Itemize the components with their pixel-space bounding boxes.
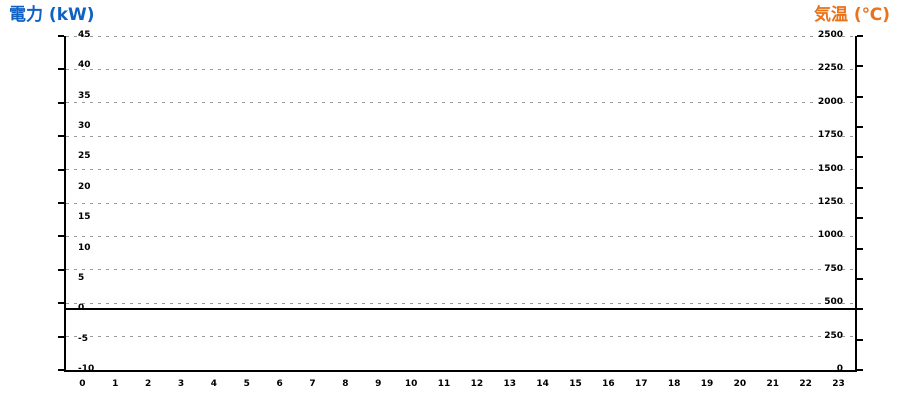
gridline [66, 135, 855, 137]
left-tick [58, 335, 64, 338]
x-axis-tick-label: 9 [375, 379, 382, 389]
right-tick [857, 369, 863, 371]
right-axis-tick-label: 30 [78, 121, 91, 132]
left-axis-tick-label: 2500 [817, 30, 843, 40]
x-axis-labels: 0 1 2 3 4 5 6 7 8 9 10 11 12 13 14 15 16 17 18 19 20 21 22 23 [66, 372, 855, 396]
gridline [66, 235, 855, 237]
left-axis-tick-label: 1000 [817, 230, 843, 241]
left-axis-tick-label: 500 [824, 297, 843, 308]
gridline [66, 269, 855, 271]
left-tick [58, 202, 64, 204]
left-tick [58, 369, 64, 371]
x-axis-tick-label: 2 [145, 379, 152, 389]
right-tick [857, 247, 863, 250]
gridline [66, 68, 855, 70]
right-tick [857, 277, 863, 280]
right-tick [857, 35, 863, 37]
left-axis-tick-label: 1500 [817, 163, 843, 174]
gridline [66, 102, 855, 104]
right-axis-tick-label: 20 [78, 181, 91, 192]
left-axis-title: 電力 (kW) [9, 5, 95, 25]
x-axis-tick-label: 20 [733, 379, 747, 389]
x-axis-tick-label: 18 [667, 379, 681, 389]
x-axis-tick-label: 10 [404, 379, 418, 389]
right-tick [857, 338, 863, 341]
x-axis-tick-label: 7 [309, 379, 316, 389]
right-axis-tick-label: 35 [78, 90, 91, 101]
x-axis-tick-label: 13 [503, 379, 517, 389]
right-tick [857, 95, 863, 98]
left-tick [58, 168, 64, 171]
left-axis-tick-label: 0 [836, 364, 843, 374]
gridline [66, 302, 855, 304]
left-axis-tick-label: 250 [824, 330, 843, 341]
x-axis-tick-label: 15 [569, 379, 582, 389]
x-axis-tick-label: 8 [342, 379, 349, 389]
gridline [66, 336, 855, 338]
left-tick [58, 35, 64, 37]
x-axis-tick-label: 0 [79, 379, 86, 389]
left-axis-tick-label: 2250 [817, 63, 843, 74]
right-tick [857, 308, 863, 311]
x-axis-tick-label: 19 [700, 379, 714, 389]
right-axis-tick-label: -10 [78, 364, 95, 374]
right-tick [857, 126, 863, 129]
x-axis-tick-label: 11 [437, 379, 451, 389]
left-axis-tick-label: 1250 [817, 197, 843, 207]
left-tick [58, 101, 64, 104]
right-axis-tick-label: 10 [78, 242, 91, 253]
right-axis-title: 気温 (℃) [813, 5, 890, 25]
left-tick [58, 302, 64, 305]
x-axis-tick-label: 22 [799, 379, 812, 389]
right-tick [857, 65, 863, 68]
x-axis-tick-label: 17 [635, 379, 648, 389]
right-axis-tick-label: 15 [78, 212, 91, 223]
right-tick [857, 156, 863, 159]
plot-area: 2500 2250 2000 1750 1500 1250 1000 750 500 250 0 45… [58, 31, 863, 374]
left-tick [58, 268, 64, 271]
gridline [66, 35, 855, 37]
x-axis-tick-label: 4 [210, 379, 218, 389]
right-axis-tick-label: 25 [78, 151, 91, 162]
x-axis-tick-label: 3 [177, 379, 185, 389]
right-axis-tick-label: 0 [78, 303, 85, 314]
left-axis-tick-label: 1750 [817, 130, 843, 141]
x-axis-line [64, 370, 857, 372]
right-tick [857, 186, 863, 189]
x-axis-tick-label: 16 [602, 379, 615, 389]
right-axis-line [855, 36, 857, 370]
x-axis-tick-label: 14 [536, 379, 549, 389]
right-axis-tick-label: 45 [78, 30, 91, 40]
x-axis-tick-label: 21 [766, 379, 780, 389]
right-axis-tick-label: 5 [78, 272, 85, 283]
right-axis-tick-label: -5 [78, 333, 88, 344]
left-axis-tick-label: 2000 [817, 96, 843, 107]
x-axis-tick-label: 5 [243, 379, 250, 389]
gridline [66, 169, 855, 171]
right-tick [857, 217, 863, 220]
left-tick [58, 68, 64, 71]
left-tick [58, 135, 64, 138]
gridline [66, 202, 855, 204]
left-axis-tick-label: 750 [824, 263, 843, 274]
x-axis-tick-label: 12 [470, 379, 484, 389]
left-tick [58, 235, 64, 238]
x-axis-tick-label: 23 [832, 379, 845, 389]
x-axis-tick-label: 1 [112, 379, 119, 389]
x-axis-tick-label: 6 [276, 379, 283, 389]
left-axis-line [64, 36, 66, 370]
series-line-気温 [66, 308, 855, 311]
right-axis-tick-label: 40 [78, 60, 91, 71]
